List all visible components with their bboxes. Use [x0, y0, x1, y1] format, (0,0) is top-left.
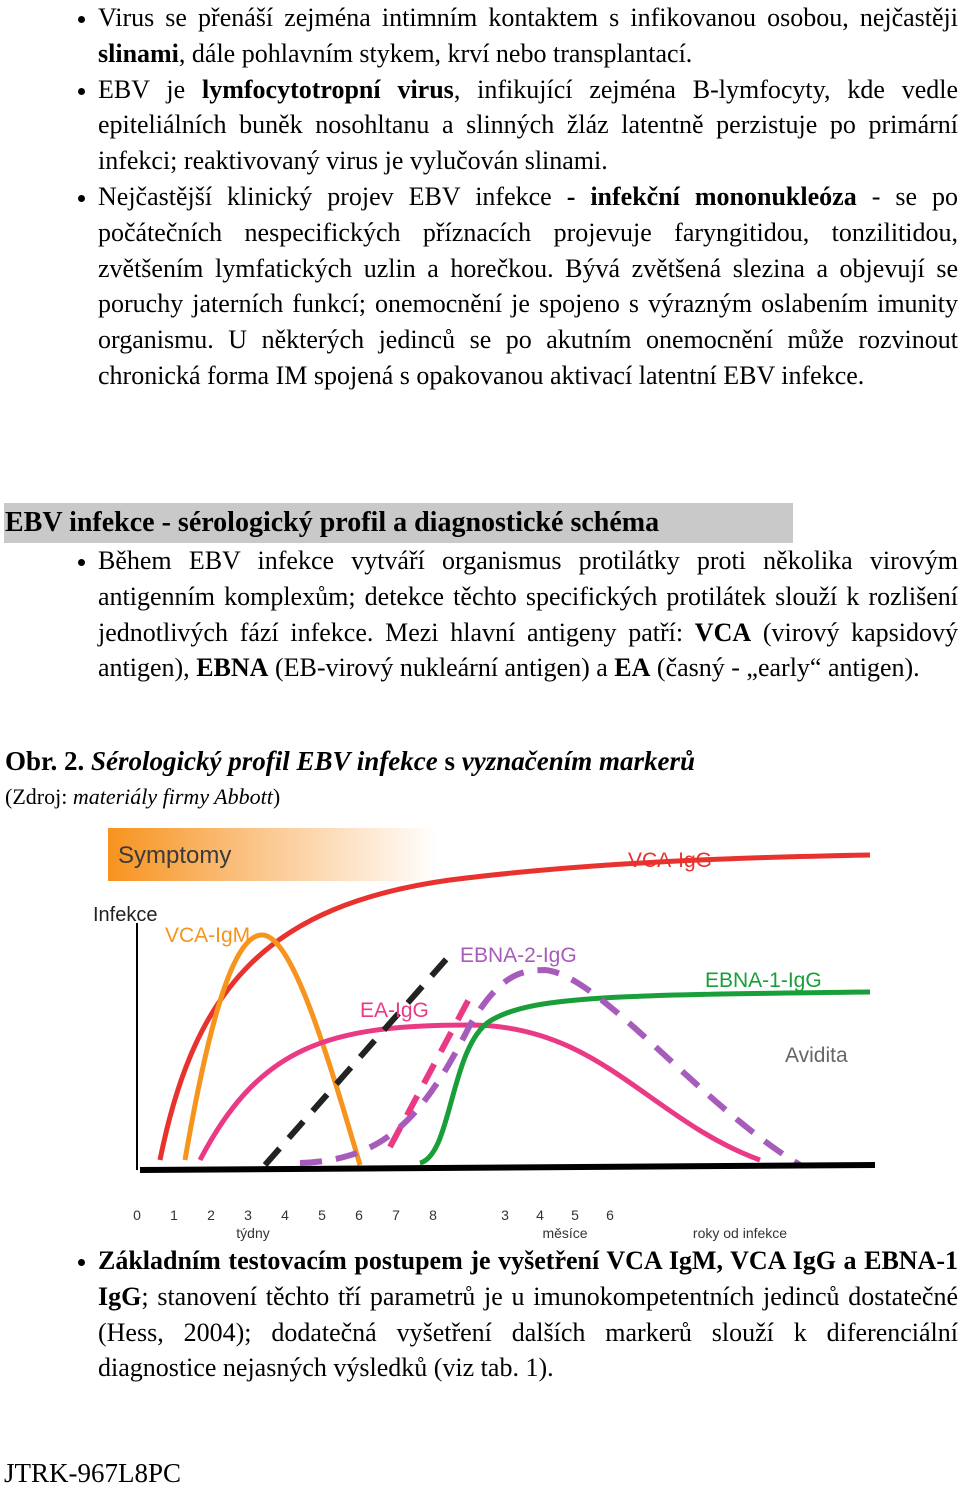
- tick-label: 5: [571, 1207, 579, 1223]
- styled-run: - infekční mononukleóza: [566, 181, 857, 211]
- text-run: Během EBV infekce vytváří organismus pro…: [98, 546, 958, 647]
- styled-run: lymfocytotropní virus: [202, 74, 454, 104]
- section-heading: EBV infekce - sérologický profil a diagn…: [4, 503, 793, 543]
- bullet-item: Virus se přenáší zejména intimním kontak…: [98, 0, 958, 72]
- text-run: (virový kapsidový antigen),: [98, 617, 959, 683]
- text-run: ; stanovení těchto tří parametrů je u im…: [98, 1281, 958, 1383]
- text-run: EBV je: [98, 74, 202, 104]
- curve-dashed: [262, 953, 453, 1167]
- tick-label: 3: [501, 1207, 509, 1223]
- bullet-list: Základním testovacím postupem je vyšetře…: [0, 1243, 960, 1386]
- text-run: Nejčastější klinický projev EBV infekce: [98, 181, 567, 211]
- styled-run: slinami: [98, 38, 179, 68]
- label-ea-igg: EA-IgG: [360, 999, 429, 1022]
- bullet-list: Virus se přenáší zejména intimním kontak…: [0, 0, 960, 394]
- curve-ea-igg: [197, 1022, 761, 1163]
- unit-years: roky od infekce: [693, 1225, 787, 1241]
- styled-run: Obr. 2.: [5, 746, 92, 776]
- label-vca-igm: VCA-IgM: [165, 924, 250, 947]
- baseline: [139, 1162, 876, 1173]
- symptoms-band: [108, 828, 438, 881]
- tick-label: 4: [536, 1207, 544, 1223]
- label-vca-igg: VCA-IgG: [628, 849, 712, 872]
- label-ebna2-igg: EBNA-2-IgG: [460, 944, 577, 967]
- bullet-item: Nejčastější klinický projev EBV infekce …: [98, 179, 958, 394]
- text-run: (EB-virový nukleární antigen) a: [268, 653, 615, 683]
- closing-section: Základním testovacím postupem je vyšetře…: [0, 1243, 960, 1386]
- unit-months: měsíce: [542, 1225, 587, 1241]
- styled-run: EBNA: [196, 653, 269, 683]
- label-ebna1-igg: EBNA-1-IgG: [705, 969, 822, 992]
- curve-avidity: [387, 995, 473, 1149]
- tick-label: 3: [244, 1207, 252, 1223]
- styled-run: vyznačením markerů: [461, 746, 696, 776]
- figure-caption: Obr. 2. Sérologický profil EBV infekce s…: [5, 746, 960, 777]
- curve-vca-igm: [182, 932, 363, 1166]
- tick-label: 6: [606, 1207, 614, 1223]
- styled-run: EA: [614, 653, 651, 683]
- curve-vca-igg: [157, 852, 871, 1161]
- tick-label: 0: [133, 1207, 141, 1223]
- bullet-item: Základním testovacím postupem je vyšetře…: [98, 1243, 958, 1386]
- text-run: (Zdroj:: [5, 784, 73, 809]
- text-run: - se po počátečních nespecifických přízn…: [98, 181, 958, 390]
- text-run: , dále pohlavním stykem, krví nebo trans…: [178, 38, 693, 68]
- tick-label: 8: [429, 1207, 437, 1223]
- styled-run: VCA: [694, 617, 752, 647]
- section-body: Během EBV infekce vytváří organismus pro…: [0, 543, 960, 686]
- label-symptoms: Symptomy: [118, 842, 231, 869]
- styled-run: materiály firmy Abbott: [72, 784, 273, 809]
- text-run: ): [272, 784, 281, 809]
- text-run: (časný - „early“ antigen).: [650, 653, 920, 683]
- tick-label: 7: [392, 1207, 400, 1223]
- tick-label: 5: [318, 1207, 326, 1223]
- tick-label: 2: [207, 1207, 215, 1223]
- text-run: Virus se přenáší zejména intimním kontak…: [98, 3, 958, 32]
- curve-ebna1-igg: [418, 989, 871, 1166]
- text-run: , infikující zejména B-lymfocyty, kde ve…: [98, 74, 959, 176]
- curve-ebna2-igg: [299, 966, 802, 1168]
- tick-label: 6: [355, 1207, 363, 1223]
- tick-label: 4: [281, 1207, 289, 1223]
- bullet-list: Během EBV infekce vytváří organismus pro…: [0, 543, 960, 686]
- figure: Symptomy Infekce VCA-IgG VCA-IgM EBNA-2-…: [93, 828, 876, 1241]
- label-avidity: Avidita: [785, 1044, 848, 1067]
- styled-run: s: [437, 746, 462, 776]
- styled-run: Sérologický profil EBV infekce: [91, 746, 438, 776]
- intro-section: Virus se přenáší zejména intimním kontak…: [0, 0, 960, 394]
- bullet-item: EBV je lymfocytotropní virus, infikující…: [98, 72, 958, 179]
- styled-run: Základním testovacím postupem je vyšetře…: [98, 1246, 958, 1311]
- footer-code: JTRK-967L8PC: [4, 1458, 182, 1488]
- tick-label: 1: [170, 1207, 178, 1223]
- bullet-item: Během EBV infekce vytváří organismus pro…: [98, 543, 958, 686]
- unit-weeks: týdny: [236, 1225, 269, 1241]
- label-infection: Infekce: [93, 904, 157, 926]
- figure-source: (Zdroj: materiály firmy Abbott): [5, 784, 960, 810]
